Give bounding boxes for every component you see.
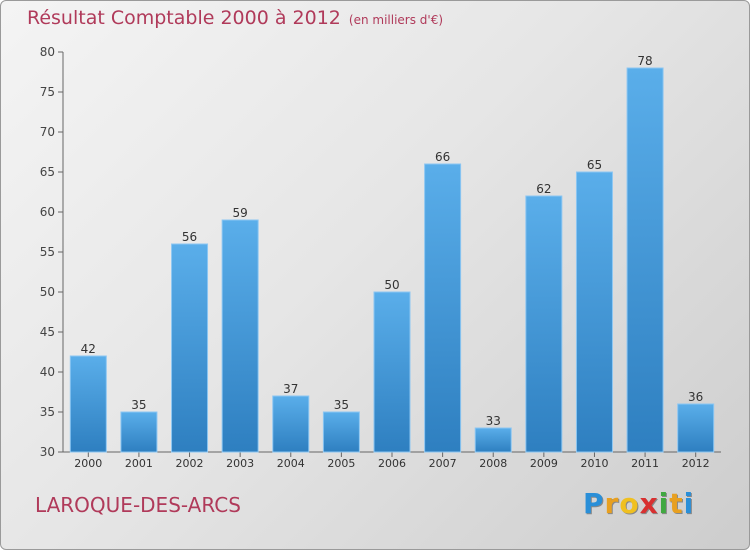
y-tick-label: 45 bbox=[40, 325, 55, 339]
bar bbox=[69, 355, 107, 453]
logo-letter: x bbox=[639, 487, 659, 520]
bar bbox=[575, 171, 613, 453]
place-name: LAROQUE-DES-ARCS bbox=[35, 493, 241, 517]
y-tick-label: 35 bbox=[40, 405, 55, 419]
bar bbox=[120, 411, 158, 453]
bar bbox=[474, 427, 512, 453]
data-label: 66 bbox=[435, 150, 450, 164]
data-label: 56 bbox=[182, 230, 197, 244]
bar bbox=[322, 411, 360, 453]
bar bbox=[626, 67, 664, 453]
proxiti-logo: Proxiti bbox=[583, 487, 694, 520]
y-tick-label: 55 bbox=[40, 245, 55, 259]
logo-letter: r bbox=[604, 487, 620, 520]
x-tick-label: 2001 bbox=[125, 457, 153, 470]
x-tick-label: 2009 bbox=[530, 457, 558, 470]
x-tick-label: 2006 bbox=[378, 457, 406, 470]
data-label: 59 bbox=[233, 206, 248, 220]
chart-subtitle: (en milliers d'€) bbox=[348, 13, 444, 27]
logo-letter: P bbox=[583, 487, 605, 520]
bar bbox=[525, 195, 563, 453]
bar bbox=[373, 291, 411, 453]
data-label: 42 bbox=[81, 342, 96, 356]
x-tick-label: 2004 bbox=[277, 457, 305, 470]
bar bbox=[272, 395, 310, 453]
data-label: 36 bbox=[688, 390, 703, 404]
logo-letter: o bbox=[619, 487, 640, 520]
x-tick-label: 2012 bbox=[682, 457, 710, 470]
y-tick-label: 50 bbox=[40, 285, 55, 299]
data-label: 78 bbox=[637, 54, 652, 68]
data-label: 37 bbox=[283, 382, 298, 396]
y-tick-label: 30 bbox=[40, 445, 55, 459]
bar bbox=[677, 403, 715, 453]
y-tick-label: 75 bbox=[40, 85, 55, 99]
logo-letter: i bbox=[658, 487, 670, 520]
data-label: 65 bbox=[587, 158, 602, 172]
y-tick-label: 80 bbox=[40, 45, 55, 59]
x-tick-label: 2007 bbox=[429, 457, 457, 470]
x-tick-label: 2008 bbox=[479, 457, 507, 470]
data-label: 35 bbox=[131, 398, 146, 412]
chart-title-text: Résultat Comptable 2000 à 2012 bbox=[27, 7, 341, 29]
bar bbox=[171, 243, 209, 453]
x-tick-label: 2000 bbox=[74, 457, 102, 470]
data-label: 33 bbox=[486, 414, 501, 428]
x-tick-label: 2002 bbox=[176, 457, 204, 470]
bars: 42 35 56 59 37 35 50 66 33 62 65 78 36 bbox=[69, 54, 715, 453]
y-tick-label: 40 bbox=[40, 365, 55, 379]
y-tick-label: 65 bbox=[40, 165, 55, 179]
y-tick-label: 70 bbox=[40, 125, 55, 139]
data-label: 62 bbox=[536, 182, 551, 196]
x-tick-label: 2005 bbox=[327, 457, 355, 470]
logo-letter: i bbox=[683, 487, 695, 520]
x-tick-label: 2010 bbox=[580, 457, 608, 470]
x-tick-label: 2011 bbox=[631, 457, 659, 470]
chart-title: Résultat Comptable 2000 à 2012 (en millie… bbox=[27, 7, 443, 29]
bar bbox=[221, 219, 259, 453]
logo-letter: t bbox=[669, 487, 684, 520]
y-tick-label: 60 bbox=[40, 205, 55, 219]
data-label: 35 bbox=[334, 398, 349, 412]
bar bbox=[424, 163, 462, 453]
x-tick-label: 2003 bbox=[226, 457, 254, 470]
data-label: 50 bbox=[384, 278, 399, 292]
